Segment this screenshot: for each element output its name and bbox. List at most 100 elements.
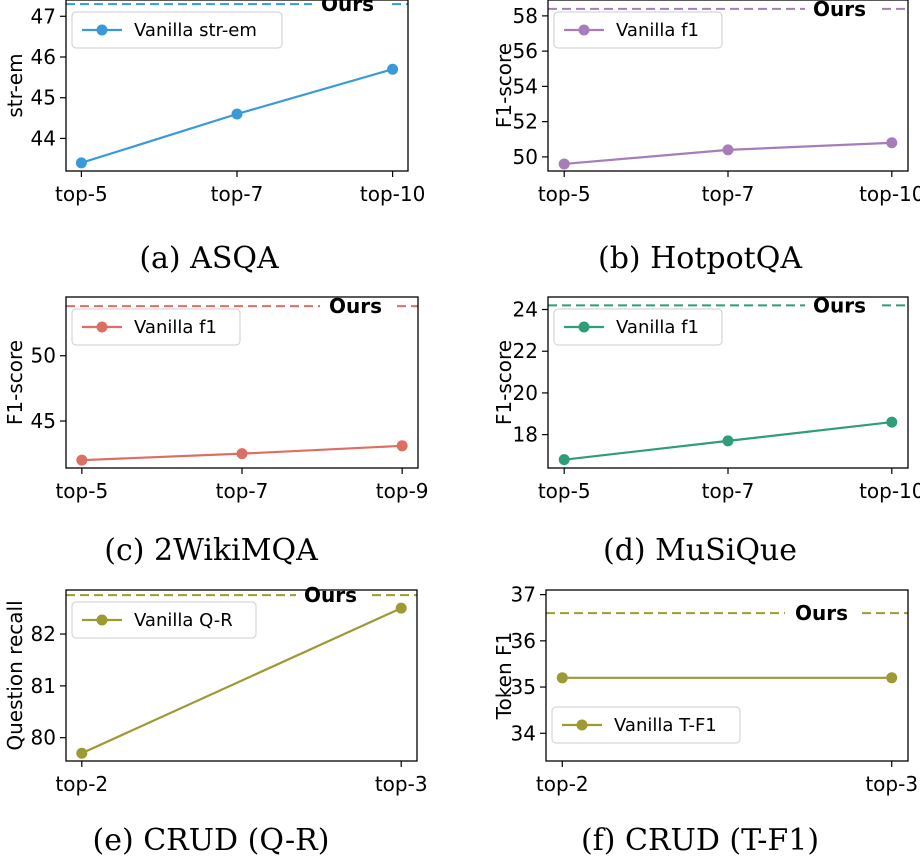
legend-box (71, 308, 241, 346)
data-point (558, 158, 570, 170)
y-tick-label: 54 (513, 74, 538, 98)
data-point (387, 63, 399, 75)
chart-caption: (a) ASQA (139, 241, 279, 276)
legend-box (551, 706, 741, 744)
x-tick-label: top-7 (702, 182, 755, 206)
data-point (396, 440, 408, 452)
legend-label: Vanilla f1 (134, 317, 217, 338)
x-tick-label: top-5 (55, 479, 108, 503)
data-point (236, 448, 248, 460)
legend-marker (576, 719, 588, 731)
x-tick-label: top-7 (702, 479, 755, 503)
ours-label: Ours (813, 0, 866, 21)
legend-label: Vanilla str-em (134, 20, 257, 41)
chart-caption: (b) HotpotQA (598, 241, 802, 276)
y-tick-label: 45 (31, 409, 56, 433)
chart-panel: Ours 80 81 82 top-2 top-3 Question recall Vanil… (3, 583, 428, 858)
chart-panel: Ours 50 52 54 56 58 top-5 top-7 top-10 F1-score Va… (492, 0, 920, 276)
x-tick-label: top-10 (859, 479, 920, 503)
y-tick-label: 45 (31, 86, 56, 110)
y-tick-label: 34 (511, 721, 536, 745)
y-axis-label: F1-score (492, 340, 516, 425)
data-point (395, 602, 407, 614)
legend-box (553, 308, 723, 346)
chart-caption: (f) CRUD (T-F1) (581, 823, 819, 856)
y-axis-label: str-em (3, 53, 27, 117)
legend: Vanilla T-F1 (551, 706, 741, 744)
axes-frame (65, 589, 418, 762)
y-tick-label: 20 (513, 381, 538, 405)
legend-label: Vanilla f1 (616, 20, 699, 41)
legend-label: Vanilla Q-R (134, 610, 233, 631)
legend: Vanilla f1 (71, 308, 241, 346)
y-tick-label: 24 (513, 298, 538, 322)
legend-marker (578, 321, 590, 333)
y-tick-label: 46 (31, 45, 56, 69)
chart-panel: Ours 44 45 46 47 top-5 top-7 top-10 str-em Vanill… (3, 0, 425, 276)
x-tick-label: top-5 (538, 479, 591, 503)
data-point (722, 435, 734, 447)
y-axis-label: F1-score (492, 43, 516, 128)
y-tick-label: 37 (511, 583, 536, 607)
data-point (722, 144, 734, 156)
legend: Vanilla Q-R (71, 601, 257, 639)
y-tick-label: 35 (511, 675, 536, 699)
axes-frame (545, 589, 909, 762)
legend: Vanilla f1 (553, 11, 723, 49)
data-point (556, 672, 568, 684)
chart-caption: (c) 2WikiMQA (104, 533, 318, 568)
x-tick-label: top-2 (55, 772, 108, 796)
y-tick-label: 22 (513, 339, 538, 363)
chart-panel: Ours 34 35 36 37 top-2 top-3 Token F1 Vanilla T-… (492, 583, 918, 858)
x-tick-label: top-5 (538, 182, 591, 206)
legend-marker (96, 321, 108, 333)
ours-label: Ours (329, 294, 382, 318)
legend-marker (96, 24, 108, 36)
x-tick-label: top-10 (360, 182, 425, 206)
y-tick-label: 44 (31, 126, 56, 150)
series-line (81, 607, 402, 755)
ours-label: Ours (304, 583, 357, 607)
legend-marker (578, 24, 590, 36)
data-point (886, 416, 898, 428)
y-axis-label: Token F1 (492, 632, 516, 721)
ours-label: Ours (321, 0, 374, 16)
y-tick-label: 50 (31, 344, 56, 368)
data-point (886, 672, 898, 684)
x-tick-label: top-7 (216, 479, 269, 503)
y-tick-label: 52 (513, 110, 538, 134)
x-tick-label: top-2 (536, 772, 589, 796)
y-tick-label: 50 (513, 145, 538, 169)
x-tick-label: top-3 (865, 772, 918, 796)
x-tick-label: top-5 (55, 182, 108, 206)
x-tick-label: top-3 (375, 772, 428, 796)
chart-panel: Ours 45 50 top-5 top-7 top-9 F1-score Vanilla f… (3, 294, 429, 568)
y-tick-label: 47 (31, 4, 56, 28)
data-point (76, 747, 88, 759)
y-tick-label: 18 (513, 423, 538, 447)
data-point (558, 454, 570, 466)
y-tick-label: 82 (31, 622, 56, 646)
y-axis-label: F1-score (3, 340, 27, 425)
data-point (76, 454, 88, 466)
legend-box (71, 11, 283, 49)
x-tick-label: top-9 (376, 479, 429, 503)
y-tick-label: 80 (31, 726, 56, 750)
chart-caption: (e) CRUD (Q-R) (93, 823, 330, 856)
y-tick-label: 81 (31, 674, 56, 698)
legend-label: Vanilla T-F1 (614, 715, 717, 736)
x-tick-label: top-7 (211, 182, 264, 206)
legend-box (71, 601, 257, 639)
data-point (231, 108, 243, 120)
legend-box (553, 11, 723, 49)
chart-caption: (d) MuSiQue (603, 533, 797, 568)
y-tick-label: 36 (511, 629, 536, 653)
data-point (886, 137, 898, 149)
y-axis-label: Question recall (3, 600, 27, 750)
y-tick-label: 58 (513, 4, 538, 28)
ours-label: Ours (795, 601, 848, 625)
y-tick-label: 56 (513, 39, 538, 63)
